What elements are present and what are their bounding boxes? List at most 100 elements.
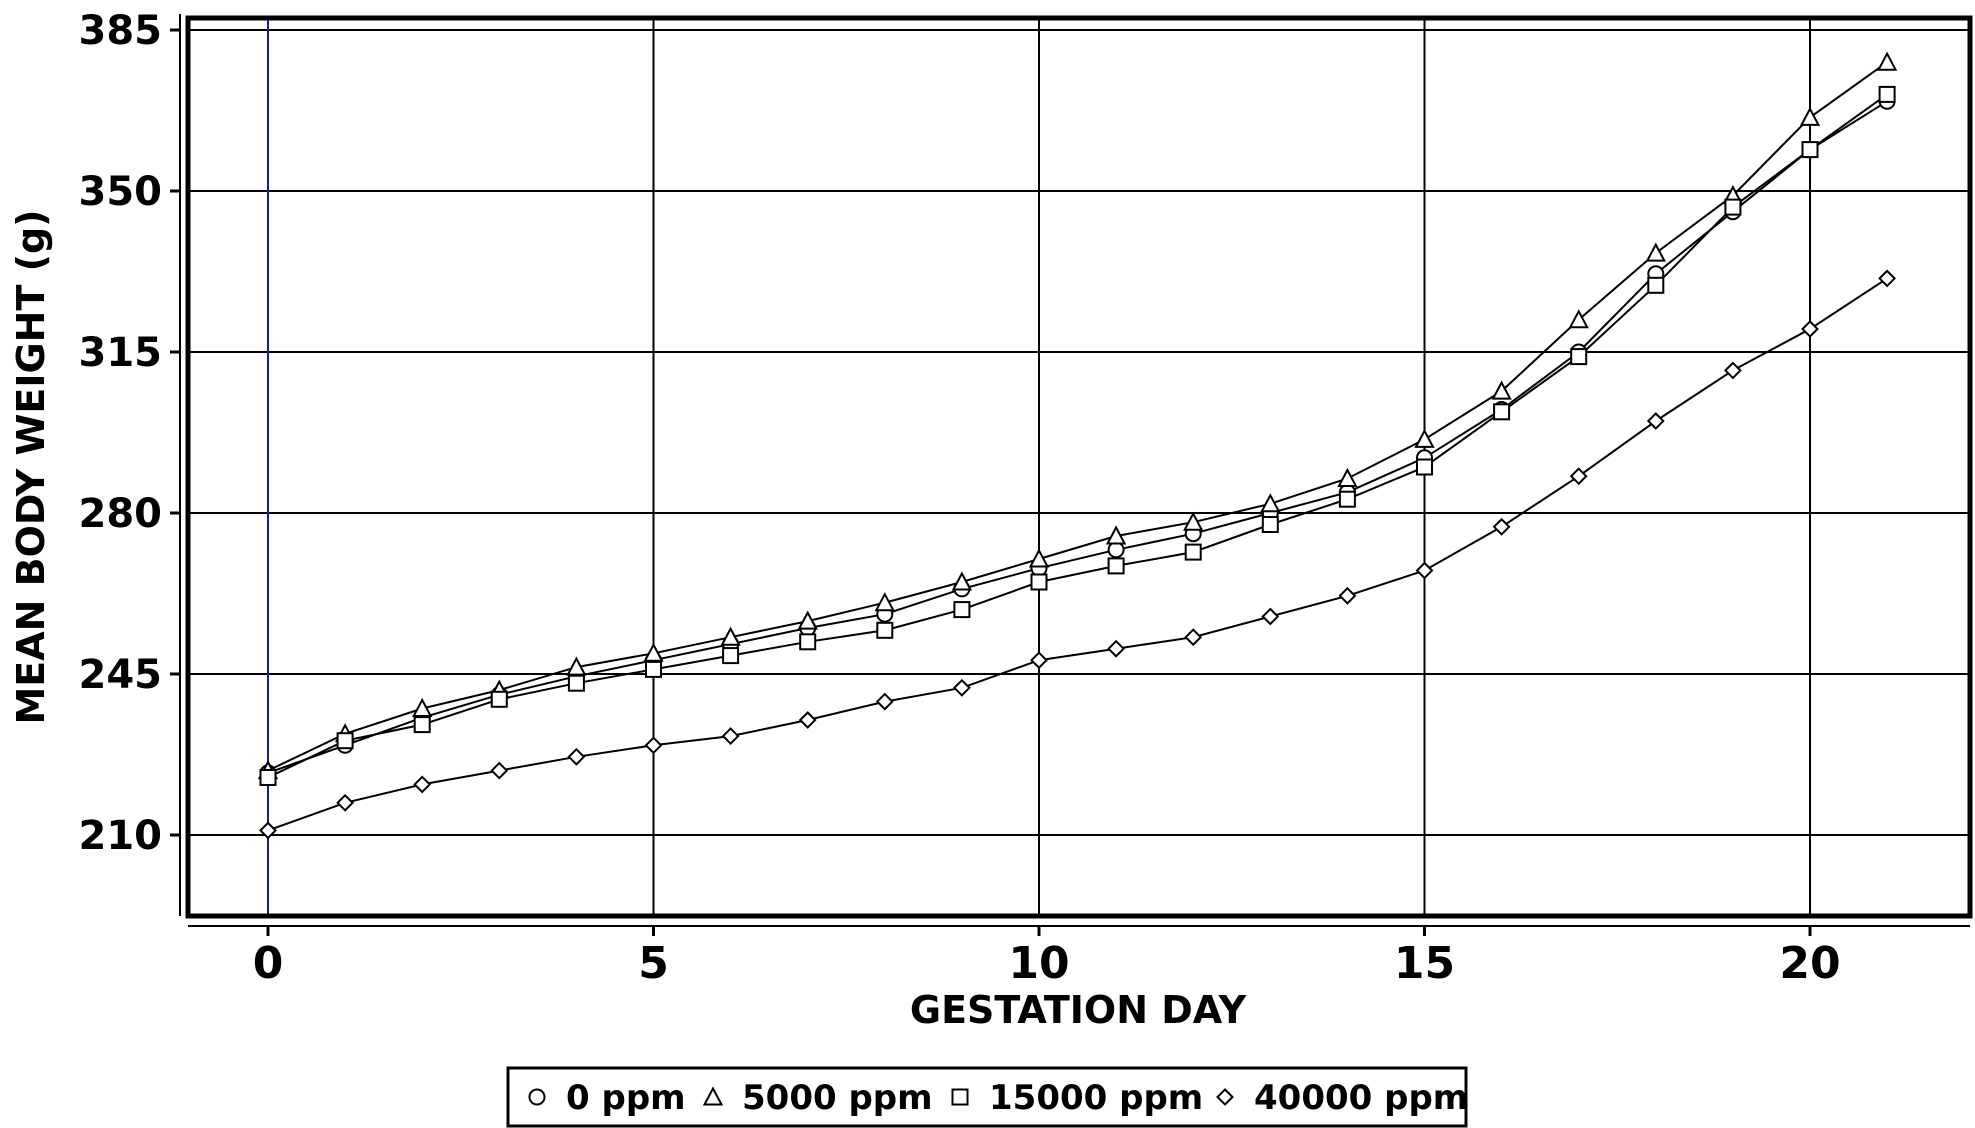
- data-point: [1645, 242, 1666, 262]
- data-point: [1493, 403, 1511, 421]
- y-tick-label: 350: [79, 169, 163, 215]
- series-5000-ppm: [257, 51, 1898, 780]
- data-point: [1030, 651, 1048, 670]
- data-point: [1107, 541, 1125, 559]
- data-point: [1799, 106, 1821, 126]
- y-tick-label: 385: [79, 8, 163, 54]
- data-point: [797, 610, 818, 630]
- data-point: [336, 793, 355, 812]
- x-tick-label: 10: [1008, 938, 1069, 989]
- series-15000-ppm: [259, 85, 1896, 786]
- data-point: [490, 690, 508, 708]
- data-point: [644, 736, 663, 755]
- y-tick-label: 280: [79, 491, 163, 537]
- legend-marker: [528, 1088, 546, 1106]
- data-point: [413, 775, 432, 794]
- data-point: [567, 747, 586, 766]
- legend-item: 15000 ppm: [951, 1078, 1203, 1118]
- data-point: [874, 592, 895, 612]
- y-tick-label: 210: [79, 813, 163, 859]
- data-point: [413, 716, 431, 734]
- plot-frame: [185, 15, 1973, 919]
- data-point: [490, 761, 509, 780]
- data-point: [1646, 412, 1665, 430]
- data-point: [1878, 85, 1896, 103]
- data-point: [798, 711, 817, 729]
- data-point: [1491, 380, 1512, 400]
- y-tick-label: 245: [79, 652, 163, 698]
- data-point: [1878, 269, 1897, 288]
- series-line: [267, 100, 1888, 774]
- data-point: [1570, 348, 1588, 366]
- data-point: [1107, 557, 1125, 575]
- data-point: [722, 647, 740, 665]
- x-tick-label: 15: [1394, 938, 1455, 989]
- data-point: [1260, 493, 1281, 513]
- data-point: [1569, 467, 1588, 486]
- data-point: [567, 674, 585, 692]
- data-point: [1028, 548, 1050, 568]
- legend-label: 40000 ppm: [1254, 1078, 1468, 1118]
- data-point: [1261, 607, 1280, 626]
- data-point: [643, 642, 664, 662]
- data-point: [951, 571, 973, 591]
- data-point: [721, 727, 740, 746]
- series-40000-ppm: [259, 269, 1897, 840]
- x-tick-label: 20: [1779, 938, 1840, 989]
- y-tick-label: 315: [79, 330, 163, 376]
- data-point: [1492, 517, 1511, 536]
- x-tick-label: 5: [638, 938, 669, 989]
- data-point: [1261, 516, 1279, 533]
- data-point: [1416, 458, 1433, 476]
- series-line: [267, 277, 1888, 832]
- data-point: [1414, 428, 1435, 448]
- grid-lines: [188, 18, 1970, 916]
- data-point: [952, 678, 971, 697]
- y-axis-label: MEAN BODY WEIGHT (g): [9, 209, 53, 724]
- data-point: [1723, 361, 1742, 380]
- legend-item: 0 ppm: [528, 1078, 686, 1118]
- data-point: [1107, 639, 1126, 658]
- x-tick-label: 0: [253, 938, 284, 989]
- data-point: [876, 621, 894, 639]
- data-point: [1184, 628, 1203, 647]
- data-point: [1338, 490, 1356, 508]
- data-point: [1876, 51, 1898, 71]
- data-point: [799, 633, 817, 651]
- series-0-ppm: [259, 92, 1896, 782]
- data-point: [259, 821, 277, 840]
- data-point: [336, 732, 354, 750]
- legend-label: 0 ppm: [566, 1078, 686, 1118]
- axes: 210 245 280 315 350 385 0 5 10 15 20: [79, 8, 1973, 989]
- data-point: [1030, 573, 1048, 591]
- legend-label: 15000 ppm: [989, 1078, 1203, 1118]
- data-point: [1801, 141, 1819, 159]
- data-point: [875, 692, 894, 711]
- data-point: [1801, 320, 1819, 338]
- legend-marker: [702, 1086, 724, 1106]
- data-point: [1415, 561, 1434, 580]
- series-line: [267, 93, 1888, 779]
- data-point: [1568, 309, 1589, 329]
- legend-marker: [951, 1088, 969, 1106]
- data-point: [720, 626, 741, 646]
- series-lines: [257, 51, 1898, 840]
- data-point: [1184, 543, 1202, 561]
- legend: 0 ppm 5000 ppm 15000 ppm 40000 ppm: [506, 1066, 1468, 1128]
- data-point: [1105, 525, 1127, 545]
- legend-label: 5000 ppm: [742, 1078, 933, 1118]
- data-point: [1338, 586, 1357, 605]
- data-point: [645, 660, 662, 678]
- legend-marker: [1216, 1088, 1234, 1106]
- legend-item: 5000 ppm: [702, 1078, 933, 1118]
- legend-item: 40000 ppm: [1216, 1078, 1468, 1118]
- x-axis-label: GESTATION DAY: [910, 988, 1247, 1032]
- data-point: [1647, 276, 1665, 294]
- data-point: [566, 656, 587, 676]
- data-point: [1183, 511, 1204, 531]
- data-point: [259, 769, 277, 786]
- series-line: [267, 61, 1888, 772]
- legend-box: [506, 1066, 1468, 1128]
- data-point: [953, 601, 971, 619]
